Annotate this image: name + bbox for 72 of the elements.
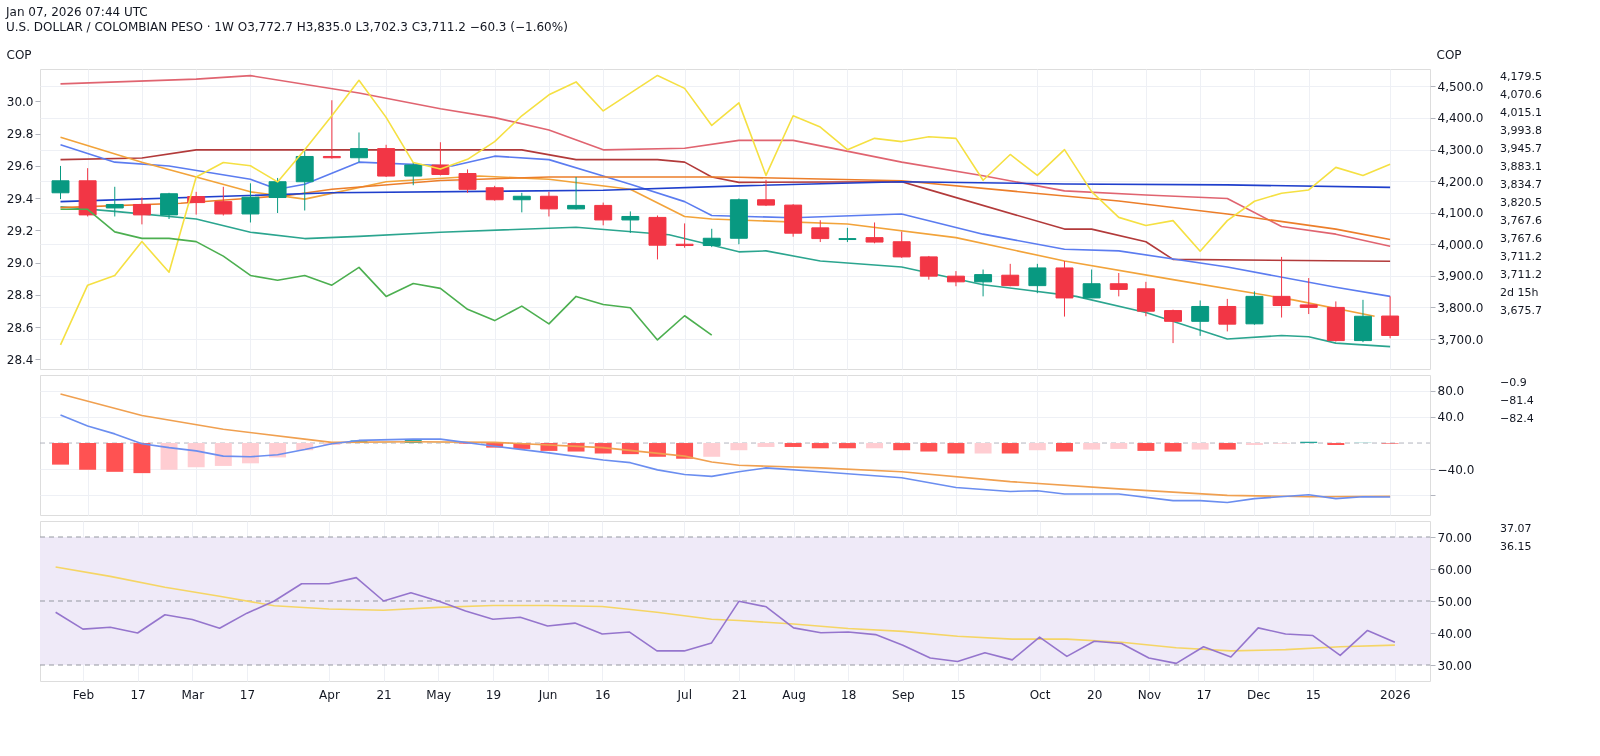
x-tick-label: 21 [731, 687, 748, 702]
x-tick-label: Mar [181, 687, 205, 702]
text: −81.4 [1500, 394, 1534, 407]
y-tick-label: 50.00 [1437, 594, 1472, 609]
text: 3,675.7 [1500, 304, 1542, 317]
y-tick-label: 30.00 [1437, 658, 1472, 673]
text: 37.07 [1500, 522, 1532, 535]
y-tick-label: 70.00 [1437, 530, 1472, 545]
text: 3,767.6 [1500, 232, 1542, 245]
y2-tick-label: 29.0 [6, 256, 34, 271]
x-tick-label: Sep [892, 687, 915, 702]
y2-tick-label: 28.4 [6, 352, 34, 367]
x-tick-label: 15 [1305, 687, 1322, 702]
x-tick-label: Nov [1137, 687, 1162, 702]
y-axis-title: COP [1436, 47, 1462, 62]
x-tick-label: 15 [950, 687, 966, 702]
text: −82.4 [1500, 412, 1534, 425]
x-tick-label: Apr [319, 687, 340, 702]
text: 3,820.5 [1500, 196, 1542, 209]
y2-axis-title: COP [6, 47, 32, 62]
y-tick-label: 4,000.0 [1437, 237, 1484, 252]
y-tick-label: 40.00 [1437, 626, 1472, 641]
x-tick-label: May [426, 687, 452, 702]
y-tick-label: 3,700.0 [1437, 332, 1484, 347]
text: 3,711.2 [1500, 250, 1542, 263]
text: 3,945.7 [1500, 142, 1542, 155]
x-tick-label: Feb [72, 687, 95, 702]
x-tick-label: 19 [485, 687, 502, 702]
text: 3,993.8 [1500, 124, 1542, 137]
x-tick-label: 2026 [1380, 687, 1411, 702]
y-tick-label: 4,100.0 [1437, 206, 1484, 221]
x-tick-label: 18 [841, 687, 857, 702]
y-tick-label: 80.0 [1437, 384, 1465, 399]
chart-title: Jan 07, 2026 07:44 UTC [5, 5, 148, 19]
y-tick-label: 40.0 [1437, 410, 1465, 425]
text: 3,834.7 [1500, 178, 1542, 191]
x-tick-label: Jul [676, 687, 692, 702]
text: 4,070.6 [1500, 88, 1542, 101]
y-tick-label: 60.00 [1437, 562, 1472, 577]
y2-tick-label: 29.4 [6, 191, 34, 206]
y2-tick-label: 28.6 [6, 320, 34, 335]
y2-tick-label: 29.6 [6, 159, 34, 174]
y2-tick-label: 29.8 [6, 127, 34, 142]
x-tick-label: 17 [130, 687, 146, 702]
text: 3,711.2 [1500, 268, 1542, 281]
y-tick-label: 4,500.0 [1437, 79, 1484, 94]
y2-tick-label: 30.0 [6, 94, 34, 109]
text: 4,179.5 [1500, 70, 1542, 83]
y-tick-label: 3,800.0 [1437, 300, 1484, 315]
x-tick-label: Jun [537, 687, 558, 702]
x-tick-label: Aug [782, 687, 806, 702]
y2-tick-label: 28.8 [6, 288, 34, 303]
y-tick-label: 4,200.0 [1437, 174, 1484, 189]
y-tick-label: 4,400.0 [1437, 111, 1484, 126]
text: 4,015.1 [1500, 106, 1542, 119]
x-tick-label: Dec [1247, 687, 1271, 702]
text: 3,883.1 [1500, 160, 1542, 173]
text: 36.15 [1500, 540, 1532, 553]
text: 3,767.6 [1500, 214, 1542, 227]
text: 2d 15h [1500, 286, 1539, 299]
chart-subtitle: U.S. DOLLAR / COLOMBIAN PESO · 1W O3,772.7 H3,835.0 L3,702.3 C3,711.2 −60.3 (−1.60%) [6, 20, 568, 34]
y-tick-label: 4,300.0 [1437, 143, 1484, 158]
x-tick-label: 16 [595, 687, 611, 702]
x-tick-label: 17 [1196, 687, 1212, 702]
y-tick-label: −40.0 [1437, 462, 1475, 477]
x-tick-label: 20 [1087, 687, 1103, 702]
x-tick-label: 21 [376, 687, 392, 702]
text: −0.9 [1500, 376, 1527, 389]
y-tick-label: 3,900.0 [1437, 269, 1484, 284]
x-tick-label: Oct [1029, 687, 1051, 702]
y2-tick-label: 29.2 [6, 223, 34, 238]
x-tick-label: 17 [239, 687, 256, 702]
